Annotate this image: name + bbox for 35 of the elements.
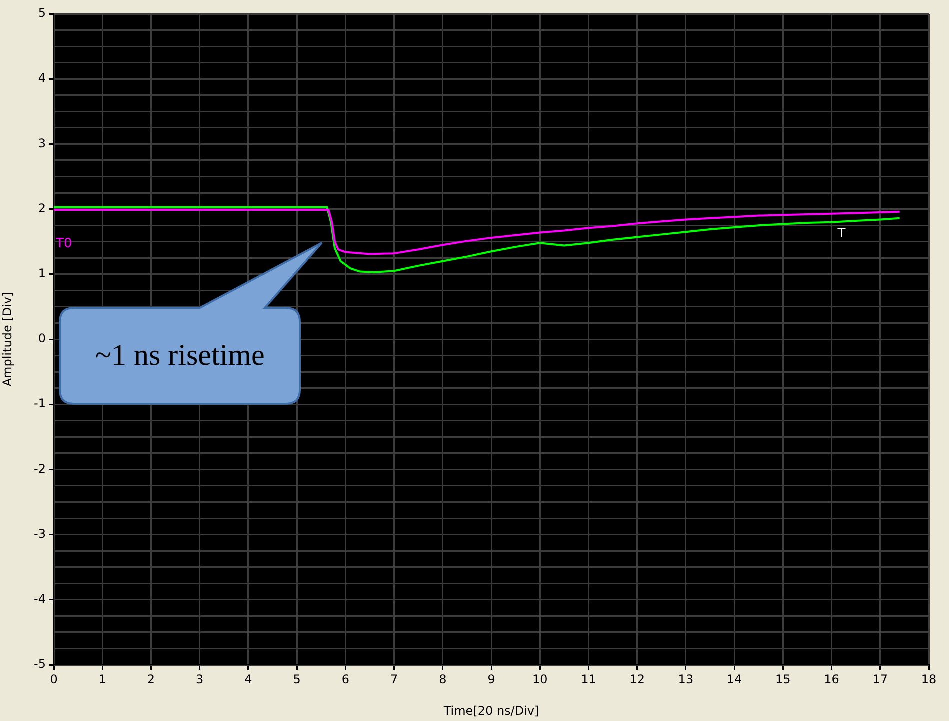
x-tick-label: 0	[50, 672, 58, 686]
x-tick-label: 10	[532, 672, 548, 686]
y-tick-label: 2	[38, 201, 46, 216]
x-tick-label: 1	[98, 672, 106, 686]
x-tick-label: 3	[196, 672, 204, 686]
x-tick-label: 15	[776, 672, 791, 686]
x-tick-label: 16	[824, 672, 840, 686]
x-tick-label: 6	[342, 672, 350, 686]
annotation: T0	[55, 236, 72, 252]
x-tick-label: 14	[726, 672, 742, 686]
x-tick-label: 13	[678, 672, 694, 686]
x-tick-label: 2	[147, 672, 156, 686]
x-tick-label: 5	[293, 672, 301, 686]
y-tick-label: -1	[34, 396, 46, 411]
x-tick-label: 18	[921, 672, 937, 686]
y-tick-label: -5	[34, 657, 46, 672]
y-axis-title: Amplitude [Div]	[0, 292, 14, 387]
annotation: ~1 ns risetime	[94, 338, 266, 374]
y-tick-label: 3	[38, 136, 46, 150]
y-tick-label: 0	[38, 332, 46, 346]
y-tick-label: 1	[38, 266, 46, 281]
x-tick-label: 7	[390, 672, 398, 686]
y-tick-label: -4	[34, 592, 46, 606]
annotation: T	[836, 226, 846, 242]
x-axis-title: Time[20 ns/Div]	[442, 704, 540, 718]
y-tick-label: 4	[38, 71, 46, 86]
x-tick-label: 12	[630, 672, 645, 686]
y-tick-label: -3	[34, 526, 46, 541]
y-tick-label: -2	[34, 462, 46, 476]
x-tick-label: 11	[581, 672, 596, 686]
x-tick-label: 17	[872, 672, 888, 686]
x-tick-label: 4	[244, 672, 252, 686]
x-tick-label: 8	[439, 672, 447, 686]
x-tick-label: 9	[488, 672, 496, 686]
y-tick-label: 5	[38, 6, 46, 20]
